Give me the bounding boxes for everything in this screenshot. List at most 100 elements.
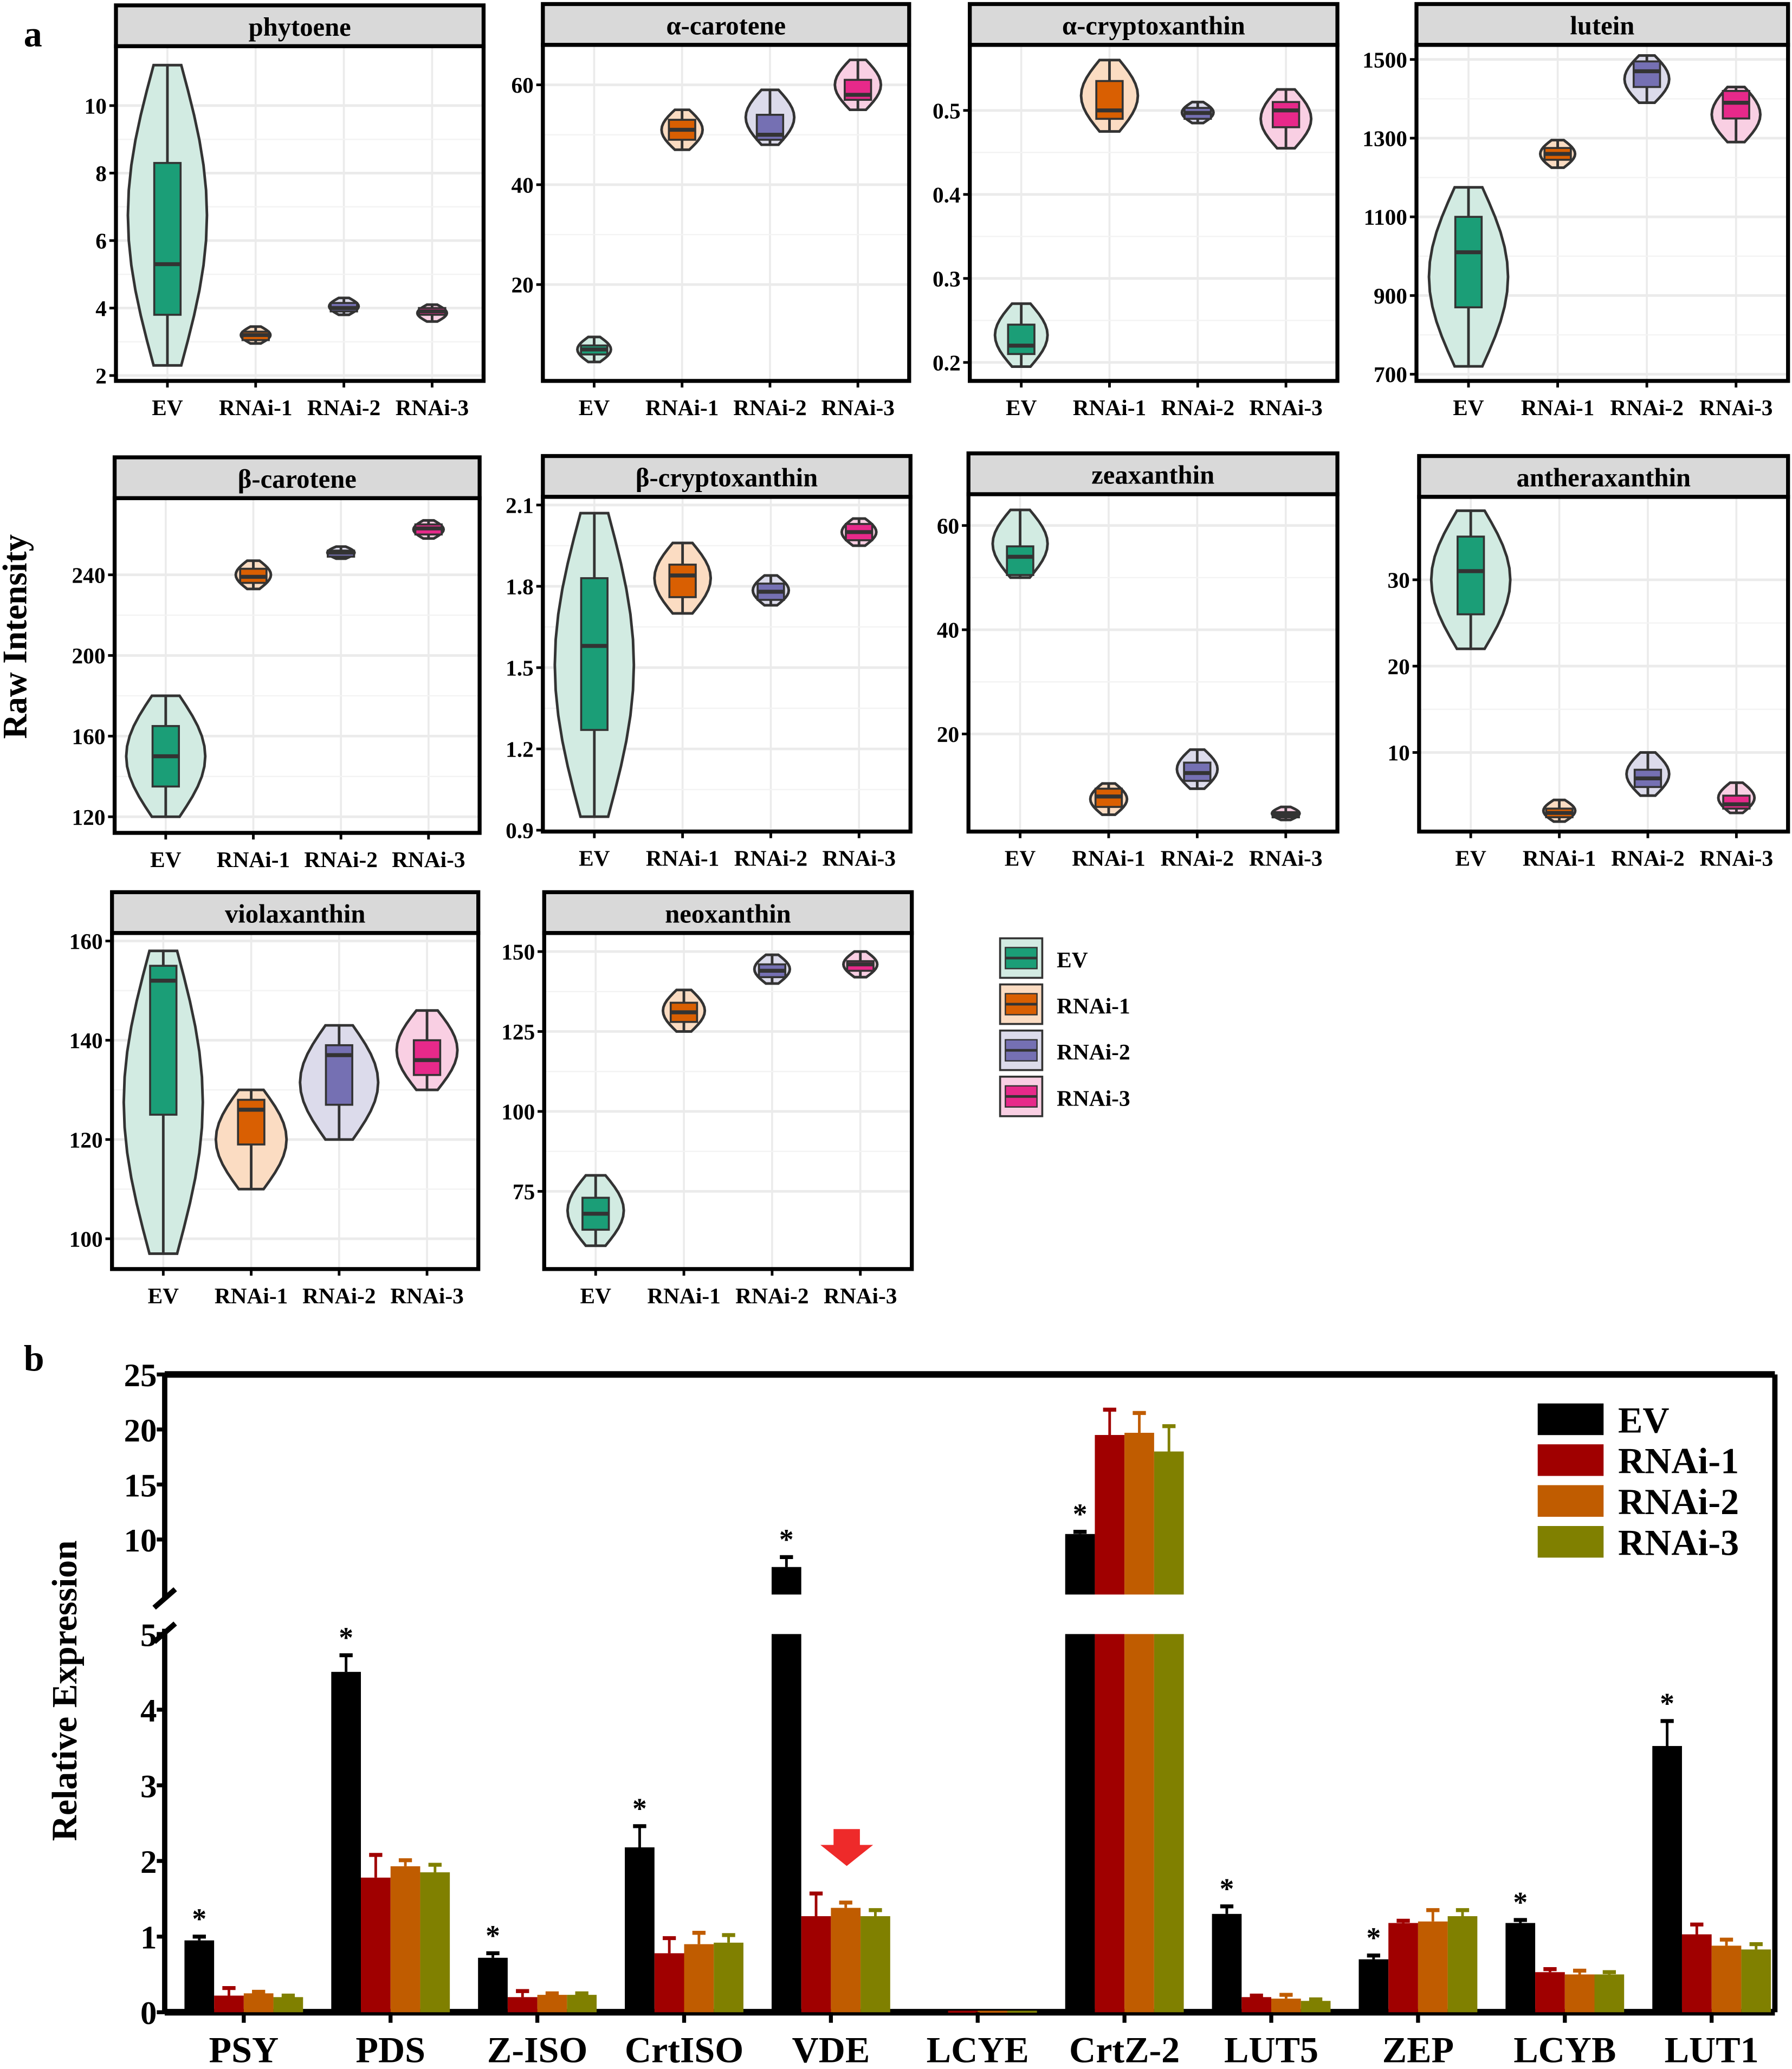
panel-title: lutein bbox=[1570, 11, 1634, 40]
bar-EV-LCYB bbox=[1505, 1923, 1536, 2013]
x-tick-label: RNAi-2 bbox=[1161, 395, 1234, 420]
x-tick-label: RNAi-2 bbox=[734, 846, 807, 871]
x-tick-label: RNAi-3 bbox=[823, 846, 896, 871]
panel-title: α-carotene bbox=[667, 11, 786, 40]
x-tick-label: RNAi-2 bbox=[302, 1283, 376, 1308]
x-tick-label: EV bbox=[1453, 395, 1484, 420]
x-tick-label: RNAi-1 bbox=[1521, 395, 1594, 420]
bar-RNAi-3-LUT5 bbox=[1301, 2001, 1331, 2013]
y-tick-label: 20 bbox=[1388, 654, 1410, 679]
y-tick-label: 4 bbox=[140, 1693, 157, 1729]
raw-intensity-label: Raw Intensity bbox=[0, 534, 34, 739]
significance-star: * bbox=[339, 1621, 353, 1654]
x-tick-label: RNAi-1 bbox=[646, 846, 719, 871]
y-tick-label: 40 bbox=[937, 618, 959, 643]
plot-frame bbox=[110, 931, 481, 1271]
panel-α-carotene: α-carotene 20 40 60 EV RNAi-1 RNAi-2 RNAi-3 bbox=[511, 2, 911, 420]
significance-star: * bbox=[1660, 1687, 1674, 1719]
bar-RNAi-1-LUT5 bbox=[1241, 1997, 1272, 2013]
bar-RNAi-1-ZEP bbox=[1388, 1923, 1418, 2013]
y-tick-label: 160 bbox=[69, 929, 103, 954]
x-tick-label: PSY bbox=[209, 2029, 279, 2069]
y-tick-label: 100 bbox=[69, 1227, 103, 1252]
x-tick-label: LUT5 bbox=[1224, 2029, 1318, 2069]
panel-title: phytoene bbox=[249, 12, 351, 42]
x-tick-label: PDS bbox=[355, 2029, 425, 2069]
y-tick-label: 1.5 bbox=[506, 656, 534, 681]
bar-RNAi-2-ZEP bbox=[1418, 1921, 1448, 2013]
plot-frame bbox=[1414, 43, 1790, 383]
x-tick-label: RNAi-2 bbox=[1611, 846, 1684, 871]
y-tick-label: 1100 bbox=[1364, 205, 1407, 230]
panel-title: antheraxanthin bbox=[1517, 463, 1691, 492]
legend-label-RNAi-1: RNAi-1 bbox=[1057, 993, 1130, 1018]
significance-star: * bbox=[632, 1792, 647, 1825]
x-tick-label: RNAi-3 bbox=[390, 1283, 463, 1308]
significance-star: * bbox=[1073, 1498, 1088, 1530]
box-RNAi-3 bbox=[412, 1039, 442, 1076]
significance-star: * bbox=[779, 1523, 794, 1556]
x-tick-label: EV bbox=[1005, 846, 1036, 871]
y-tick-label: 20 bbox=[511, 273, 533, 298]
panel-b-label: b bbox=[24, 1337, 44, 1379]
bar-EV-LCYE bbox=[918, 2011, 948, 2014]
bar-RNAi-2-PDS bbox=[390, 1866, 420, 2013]
x-tick-label: RNAi-1 bbox=[645, 395, 719, 420]
bar-upper-RNAi-1-CrtZ-2 bbox=[1095, 1435, 1125, 1595]
plot-frame bbox=[966, 492, 1340, 834]
bar-RNAi-2-LUT5 bbox=[1271, 1999, 1301, 2013]
box-EV bbox=[1006, 545, 1034, 576]
bar-RNAi-1-LCYB bbox=[1535, 1972, 1565, 2013]
significance-star: * bbox=[1220, 1872, 1234, 1905]
bar-RNAi-3-Z-ISO bbox=[567, 1995, 597, 2013]
bar-RNAi-1-LUT1 bbox=[1681, 1934, 1712, 2013]
relative-expression-label: Relative Expression bbox=[45, 1540, 85, 1841]
x-tick-label: RNAi-1 bbox=[647, 1283, 720, 1308]
y-tick-label: 0.4 bbox=[933, 182, 961, 207]
plot-frame bbox=[541, 43, 911, 383]
x-tick-label: LUT1 bbox=[1665, 2029, 1759, 2069]
bar-RNAi-3-VDE bbox=[861, 1916, 890, 2013]
x-tick-label: RNAi-1 bbox=[1073, 395, 1146, 420]
significance-star: * bbox=[1513, 1886, 1528, 1918]
y-tick-label: 1 bbox=[140, 1920, 157, 1956]
x-tick-label: RNAi-1 bbox=[1072, 846, 1145, 871]
x-tick-label: ZEP bbox=[1382, 2029, 1454, 2069]
x-tick-label: EV bbox=[579, 395, 610, 420]
x-tick-label: CrtZ-2 bbox=[1069, 2029, 1180, 2069]
plot-frame bbox=[541, 495, 913, 834]
box-RNAi-3 bbox=[1722, 794, 1751, 810]
x-tick-label: RNAi-2 bbox=[307, 395, 380, 420]
x-tick-label: RNAi-3 bbox=[396, 395, 469, 420]
x-tick-label: RNAi-3 bbox=[821, 395, 894, 420]
legend-label-RNAi-3: RNAi-3 bbox=[1057, 1085, 1130, 1110]
x-tick-label: EV bbox=[150, 847, 182, 872]
bar-RNAi-3-CrtISO bbox=[714, 1942, 743, 2013]
panel-antheraxanthin: antheraxanthin 10 20 30 EV RNAi-1 RNAi-2 RNAi-3 bbox=[1388, 454, 1790, 871]
y-tick-label: 20 bbox=[124, 1413, 157, 1449]
bar-RNAi-2-VDE bbox=[831, 1908, 861, 2013]
panel-header bbox=[968, 2, 1340, 47]
panel-phytoene: phytoene 2 4 6 8 10 EV RNAi-1 RNAi-2 RNAi-3 bbox=[85, 3, 486, 420]
x-tick-label: EV bbox=[579, 846, 610, 871]
bar-EV-PSY bbox=[184, 1940, 215, 2013]
y-tick-label: 160 bbox=[72, 724, 106, 749]
y-tick-label: 8 bbox=[95, 161, 107, 186]
x-tick-label: VDE bbox=[792, 2029, 870, 2069]
bar-RNAi-3-PDS bbox=[420, 1872, 450, 2013]
bar-RNAi-3-LUT1 bbox=[1741, 1949, 1771, 2013]
x-tick-label: RNAi-3 bbox=[1249, 395, 1322, 420]
box-EV bbox=[1457, 535, 1485, 616]
x-tick-label: RNAi-2 bbox=[733, 395, 806, 420]
x-tick-label: RNAi-2 bbox=[735, 1283, 808, 1308]
panel-header bbox=[110, 890, 481, 935]
bar-RNAi-2-CrtZ-2 bbox=[1124, 1634, 1154, 2013]
bar-upper-RNAi-2-CrtZ-2 bbox=[1124, 1432, 1154, 1595]
box-RNAi-1 bbox=[237, 1098, 266, 1146]
bar-RNAi-3-LCYB bbox=[1594, 1974, 1625, 2013]
panel-a-label: a bbox=[24, 13, 42, 54]
box-EV bbox=[580, 577, 609, 731]
panel-title: β-carotene bbox=[238, 464, 357, 494]
x-tick-label: RNAi-3 bbox=[392, 847, 465, 872]
bar-EV-CrtZ-2 bbox=[1065, 1634, 1095, 2013]
